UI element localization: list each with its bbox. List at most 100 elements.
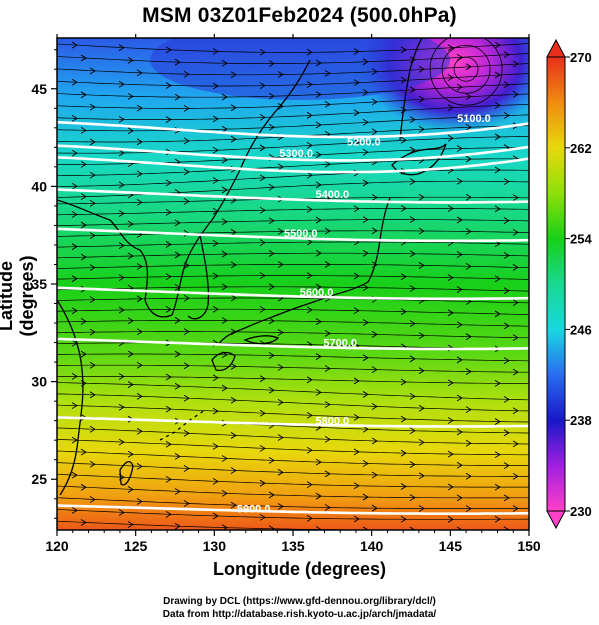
wind-arrow: [165, 306, 172, 313]
wind-arrow: [353, 482, 360, 490]
wind-arrow: [447, 44, 454, 52]
wind-arrow: [127, 486, 134, 493]
wind-arrow: [212, 146, 219, 154]
wind-arrow: [400, 449, 407, 457]
wind-arrow: [89, 391, 96, 399]
wind-arrow: [315, 353, 322, 360]
wind-arrow: [456, 286, 463, 293]
wind-arrow: [221, 283, 228, 291]
wind-arrow: [71, 243, 78, 251]
wind-arrow: [400, 308, 407, 316]
wind-arrow: [306, 111, 313, 119]
x-tick-label: 140: [360, 538, 384, 554]
wind-arrow: [259, 305, 266, 313]
wind-arrow: [80, 91, 87, 99]
wind-arrow: [71, 307, 78, 315]
wind-arrow: [118, 373, 125, 380]
wind-arrow: [409, 250, 416, 258]
wind-arrow: [353, 272, 360, 280]
wind-arrow: [447, 379, 454, 387]
wind-arrow: [230, 71, 237, 79]
wind-arrow: [230, 294, 237, 302]
wind-arrow: [89, 361, 96, 369]
wind-arrow: [353, 79, 360, 87]
wind-arrow: [118, 509, 125, 516]
streamline: [57, 393, 529, 412]
wind-arrow: [447, 205, 454, 212]
wind-arrow: [371, 261, 378, 269]
wind-arrow: [80, 193, 87, 201]
wind-arrow: [447, 483, 454, 491]
wind-arrow: [315, 388, 322, 396]
streamline: [57, 286, 529, 292]
wind-arrow: [212, 240, 219, 247]
wind-arrow: [136, 295, 143, 303]
wind-arrow: [371, 403, 378, 410]
wind-arrow: [400, 273, 407, 281]
wind-arrow: [447, 274, 454, 282]
wind-arrow: [503, 51, 510, 58]
wind-arrow: [71, 436, 78, 444]
wind-arrow: [183, 394, 190, 402]
wind-arrow: [165, 116, 172, 123]
colorbar-tick-label: 238: [570, 413, 592, 428]
wind-arrow: [118, 44, 125, 52]
wind-arrow: [494, 310, 501, 318]
wind-arrow: [230, 135, 237, 143]
wind-arrow: [494, 483, 501, 491]
contour-line: [57, 188, 529, 204]
wind-arrow: [221, 250, 228, 258]
colorbar-tick-label: 254: [570, 232, 592, 247]
circulation-ring: [441, 44, 491, 94]
wind-arrow: [127, 381, 134, 388]
wind-arrow: [183, 362, 190, 370]
wind-arrow: [456, 251, 463, 258]
wind-arrow: [118, 438, 125, 446]
wind-arrow: [324, 504, 331, 511]
wind-arrow: [183, 70, 190, 78]
y-tick-label: 40: [31, 178, 47, 194]
wind-arrow: [494, 451, 501, 459]
wind-arrow: [89, 199, 96, 207]
streamline: [57, 93, 529, 109]
wind-arrow: [277, 71, 284, 78]
wind-arrow: [306, 376, 313, 384]
wind-arrow: [268, 352, 275, 359]
contour-label: 5200.0: [347, 136, 381, 148]
contour-line: [57, 416, 529, 428]
wind-arrow: [268, 123, 275, 131]
wind-arrow: [127, 56, 134, 64]
wind-arrow: [71, 275, 78, 283]
streamline: [57, 219, 529, 227]
wind-arrow: [268, 525, 275, 530]
wind-arrow: [174, 452, 181, 460]
contour-label: 5100.0: [457, 113, 491, 125]
wind-arrow: [371, 471, 378, 479]
wind-arrow: [259, 479, 266, 487]
contour-line: [57, 144, 529, 162]
plot-area: 5100.0 5200.0 5300.0 5400.0 5500.0 5600.0 5700…: [57, 38, 529, 530]
wind-arrow: [465, 123, 472, 131]
wind-arrow: [353, 48, 360, 55]
wind-arrow: [212, 82, 219, 90]
wind-arrow: [306, 171, 313, 179]
contour-line: [57, 227, 529, 243]
wind-arrow: [221, 489, 228, 497]
wind-arrow: [400, 515, 407, 523]
wind-arrow: [456, 113, 463, 121]
wind-arrow: [306, 81, 313, 88]
wind-arrow: [447, 309, 454, 317]
wind-arrow: [447, 515, 454, 523]
wind-arrow: [212, 512, 219, 520]
streamline: [57, 462, 529, 477]
wind-arrow: [80, 448, 87, 456]
wind-arrow: [447, 417, 454, 424]
wind-arrow: [371, 504, 378, 512]
wind-arrow: [456, 53, 463, 61]
wind-arrow: [277, 228, 284, 235]
wind-arrow: [259, 445, 266, 452]
wind-arrow: [456, 83, 463, 91]
wind-arrow: [259, 48, 266, 56]
wind-arrow: [306, 412, 313, 419]
wind-arrow: [512, 334, 519, 342]
